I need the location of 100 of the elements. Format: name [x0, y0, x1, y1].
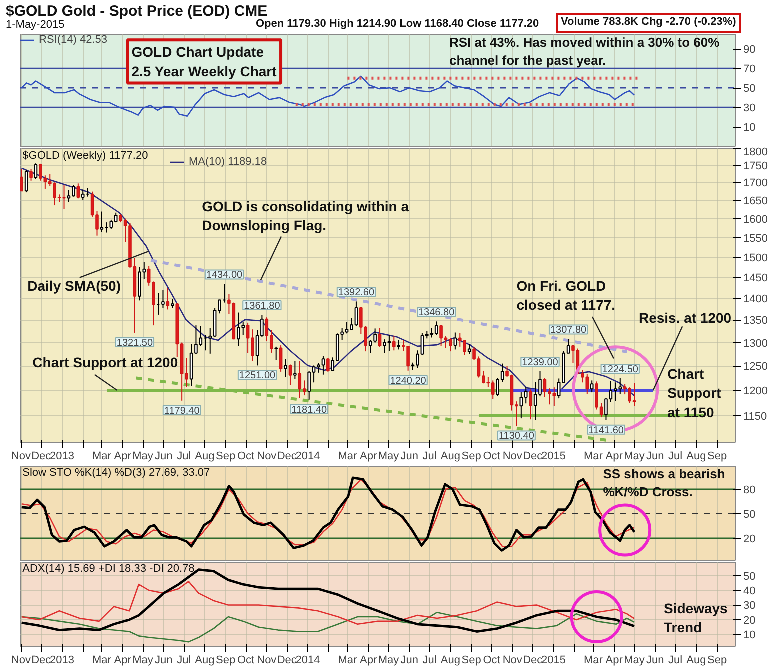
annotation: Resis. at 1200	[638, 310, 732, 326]
x-tick-label: Nov	[11, 450, 32, 462]
y-tick-label: 1150	[744, 410, 768, 423]
x-tick-label: Sep	[216, 654, 236, 666]
y-tick-label: 50	[744, 508, 756, 521]
x-tick-label: Apr	[114, 450, 132, 462]
x-tick-label: 2013	[50, 450, 74, 462]
y-tick-label: 1550	[744, 232, 768, 245]
x-tick-label: Nov	[502, 450, 523, 462]
annotation: 1434.00	[206, 270, 244, 282]
x-tick-label: May	[132, 450, 154, 462]
x-tick-label: Jun	[646, 654, 664, 666]
y-tick-label: 70	[744, 64, 756, 76]
x-tick-label: Dec	[523, 450, 544, 462]
annotation: 1239.00	[522, 357, 559, 368]
candlestick	[81, 189, 85, 201]
x-tick-label: Sep	[462, 450, 482, 462]
x-tick-label: Jun	[155, 450, 173, 462]
x-tick-label: Mar	[92, 654, 112, 666]
x-tick-label: Jul	[668, 450, 683, 462]
candlestick	[397, 340, 401, 350]
y-tick-label: 50	[744, 83, 756, 96]
candlestick	[454, 332, 458, 350]
x-tick-label: Sep	[216, 450, 236, 462]
y-tick-label: 1250	[744, 361, 768, 374]
y-tick-label: 1400	[744, 294, 768, 306]
y-tick-label: 1800	[744, 146, 768, 158]
x-tick-label: 2013	[50, 654, 74, 666]
x-tick-label: May	[132, 654, 154, 666]
annotation: 1240.20	[390, 376, 427, 387]
y-tick-label: 1350	[744, 315, 768, 328]
x-tick-label: Jun	[400, 654, 419, 666]
candlestick	[529, 389, 532, 420]
annotation: Chart Support at 1200	[32, 354, 178, 370]
x-tick-label: Sep	[462, 654, 482, 666]
candlestick	[20, 168, 24, 192]
x-tick-label: Mar	[92, 450, 112, 462]
candlestick	[76, 183, 80, 200]
y-tick-label: 1450	[744, 272, 768, 285]
chart-title: $GOLD (Weekly) 1177.20	[22, 150, 148, 162]
y-tick-label: 90	[744, 44, 756, 56]
y-tick-label: 1600	[744, 214, 768, 226]
annotation: 1321.50	[116, 338, 154, 349]
chart-title: Slow STO %K(14) %D(3) 27.69, 33.07	[22, 466, 210, 479]
legend-label: MA(10) 1189.18	[189, 156, 268, 168]
x-tick-label: Aug	[195, 654, 215, 666]
candlestick	[378, 328, 382, 348]
y-tick-label: 1700	[744, 178, 768, 190]
candlestick	[166, 288, 170, 310]
x-tick-label: May	[378, 450, 400, 462]
annotation: Sideways Trend	[664, 600, 728, 636]
x-tick-label: Aug	[440, 450, 461, 462]
x-tick-label: Dec	[277, 654, 298, 666]
annotation: 1361.80	[244, 301, 281, 312]
x-tick-label: Nov	[257, 450, 278, 462]
x-tick-label: Mar	[584, 450, 604, 462]
x-tick-label: Jun	[646, 450, 664, 462]
y-tick-label: 20	[744, 533, 756, 546]
y-tick-label: 20	[744, 614, 756, 627]
candlestick	[468, 344, 472, 355]
y-tick-label: 1650	[744, 195, 768, 208]
legend-label: RSI(14) 42.53	[39, 34, 108, 46]
candlestick	[590, 380, 594, 394]
y-tick-label: 1200	[744, 386, 768, 398]
annotation: 1181.40	[292, 404, 328, 416]
annotation: 1346.80	[418, 308, 456, 319]
x-tick-label: Apr	[114, 654, 132, 666]
y-tick-label: 40	[744, 586, 756, 598]
x-tick-label: Oct	[483, 450, 500, 462]
candlestick	[34, 163, 38, 180]
annotation: 1141.60	[588, 425, 624, 436]
annotation: Daily SMA(50)	[28, 278, 122, 294]
x-tick-label: Jul	[668, 654, 683, 666]
candlestick	[326, 358, 330, 372]
chart-title: $GOLD Gold - Spot Price (EOD) CME	[6, 2, 268, 20]
x-tick-label: Oct	[237, 654, 255, 666]
annotation: 1307.80	[550, 325, 588, 336]
candlestick	[392, 335, 396, 352]
x-tick-label: Dec	[523, 654, 544, 666]
candlestick	[284, 358, 288, 378]
x-tick-label: Mar	[338, 654, 358, 666]
candlestick	[288, 364, 292, 386]
y-tick-label: 10	[744, 122, 756, 134]
x-tick-label: Apr	[360, 654, 378, 666]
candlestick	[162, 290, 165, 308]
y-tick-label: 1300	[744, 338, 768, 350]
chart-title: ADX(14) 15.69 +DI 18.33 -DI 20.78	[22, 562, 195, 575]
candlestick	[279, 345, 283, 372]
annotation: 1179.40	[164, 406, 200, 417]
y-tick-label: 30	[744, 102, 756, 115]
x-tick-label: Jul	[177, 450, 192, 462]
candlestick	[491, 380, 495, 400]
x-tick-label: 2014	[296, 654, 320, 666]
annotation: 1130.40	[498, 431, 535, 442]
x-tick-label: Sep	[708, 450, 728, 462]
x-tick-label: Oct	[483, 654, 500, 666]
candlestick	[171, 298, 174, 309]
x-tick-label: Mar	[338, 450, 358, 462]
y-tick-label: 1750	[744, 160, 768, 172]
line-series	[21, 581, 636, 626]
